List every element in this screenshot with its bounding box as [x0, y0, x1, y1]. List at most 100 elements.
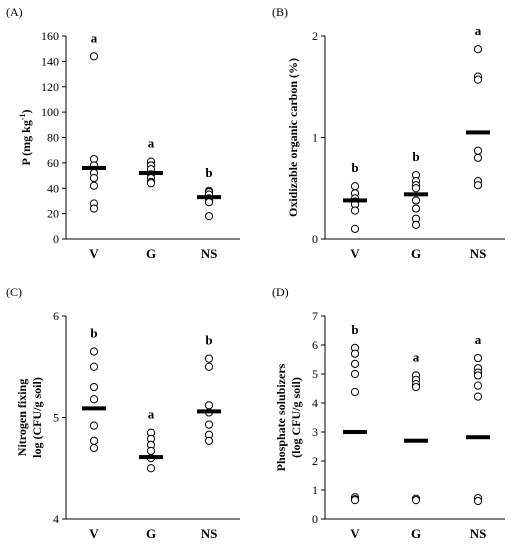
significance-letter: b — [205, 165, 212, 180]
mean-bar — [197, 409, 221, 414]
data-point — [350, 369, 360, 379]
y-tick-label: 6 — [312, 338, 318, 352]
data-point — [350, 206, 360, 215]
data-point — [350, 224, 360, 233]
y-tick-label: 0 — [312, 232, 318, 246]
data-point — [473, 181, 483, 190]
significance-letter: b — [351, 160, 358, 175]
panel-2: (B) 0 1 2 V G NS Oxidizable organic carbon (%) b… — [272, 5, 505, 261]
y-tick-label: 140 — [41, 54, 59, 68]
data-point — [89, 421, 99, 430]
y-tick-label: 80 — [47, 131, 59, 145]
category-label: V — [89, 246, 99, 261]
mean-bar — [343, 430, 367, 434]
y-tick-label: 3 — [312, 425, 318, 439]
y-tick-label: 120 — [41, 80, 59, 94]
data-point — [473, 75, 483, 84]
y-tick-label: 0 — [53, 232, 59, 246]
y-axis-label: Oxidizable organic carbon (%) — [286, 58, 300, 217]
data-point — [473, 392, 483, 401]
panel-label: (B) — [272, 5, 288, 19]
data-point — [350, 349, 360, 358]
y-axis-label: P (mg kg-1) — [18, 109, 33, 165]
data-point — [89, 181, 99, 190]
data-point — [89, 204, 99, 213]
significance-letter: a — [475, 23, 482, 38]
y-tick-label: 20 — [47, 207, 59, 221]
mean-bar — [343, 198, 367, 203]
data-point — [89, 362, 99, 371]
category-label: G — [411, 526, 421, 541]
data-point — [473, 45, 483, 54]
mean-bar — [139, 455, 163, 460]
y-tick-label: 5 — [53, 411, 59, 425]
panel-label: (C) — [6, 285, 22, 299]
data-point — [411, 382, 421, 392]
significance-letter: b — [351, 322, 358, 337]
panel-4: (D) 0 1 2 3 4 5 6 7 V G NS Phosphate solubizers (log … — [272, 285, 505, 541]
data-point — [350, 182, 360, 191]
category-label: G — [411, 246, 421, 261]
category-label: NS — [201, 526, 218, 541]
mean-bar — [82, 165, 106, 170]
y-tick-label: 7 — [312, 309, 318, 323]
y-tick-label: 160 — [41, 29, 59, 43]
y-tick-label: 2 — [312, 454, 318, 468]
significance-letter: b — [90, 326, 97, 341]
category-label: V — [89, 526, 99, 541]
data-point — [473, 146, 483, 155]
mean-bar — [139, 171, 163, 176]
data-point — [204, 198, 214, 207]
significance-letter: a — [91, 30, 98, 45]
mean-bar — [82, 406, 106, 411]
data-point — [146, 446, 156, 456]
data-point — [89, 52, 99, 61]
data-point — [146, 179, 156, 188]
y-tick-label: 40 — [47, 181, 59, 195]
significance-letter: a — [413, 349, 420, 364]
significance-letter: a — [148, 136, 155, 151]
y-tick-label: 4 — [312, 396, 318, 410]
significance-letter: a — [475, 332, 482, 347]
data-point — [204, 354, 214, 363]
data-point — [411, 196, 421, 205]
y-axis-label: Phosphate solubizers — [274, 363, 288, 471]
data-point — [89, 382, 99, 392]
data-point — [411, 184, 421, 193]
mean-bar — [197, 195, 221, 200]
mean-bar — [404, 192, 428, 197]
y-tick-label: 60 — [47, 156, 59, 170]
data-point — [204, 420, 214, 429]
data-point — [473, 381, 483, 390]
data-point — [350, 496, 360, 505]
data-point — [473, 353, 483, 363]
y-tick-label: 5 — [312, 367, 318, 381]
panel-1: (A) 0 20 40 60 80 100 120 140 160 V G NS P (mg kg-1) a… — [6, 5, 240, 261]
data-point — [89, 395, 99, 404]
data-point — [473, 153, 483, 162]
data-point — [89, 436, 99, 445]
y-axis-label: log (CFU/g soil) — [30, 377, 44, 458]
y-tick-label: 0 — [312, 512, 318, 526]
data-point — [411, 204, 421, 213]
data-point — [473, 371, 483, 380]
data-point — [204, 401, 214, 410]
data-point — [204, 436, 214, 445]
data-point — [146, 464, 156, 473]
data-point — [89, 174, 99, 183]
mean-bar — [404, 438, 428, 443]
data-point — [473, 496, 483, 506]
data-point — [350, 387, 360, 397]
mean-bar — [466, 130, 490, 135]
category-label: NS — [470, 246, 487, 261]
y-axis-label: (log CFU/g soil) — [289, 377, 303, 458]
significance-letter: b — [205, 333, 212, 348]
panel-3: (C) 4 5 6 V G NS Nitrogen fixing log (CFU/g soil… — [6, 285, 240, 541]
panel-label: (D) — [272, 285, 289, 299]
data-point — [411, 496, 421, 505]
category-label: G — [146, 526, 156, 541]
category-label: NS — [470, 526, 487, 541]
significance-letter: b — [412, 149, 419, 164]
y-axis-label: Nitrogen fixing — [15, 379, 29, 456]
